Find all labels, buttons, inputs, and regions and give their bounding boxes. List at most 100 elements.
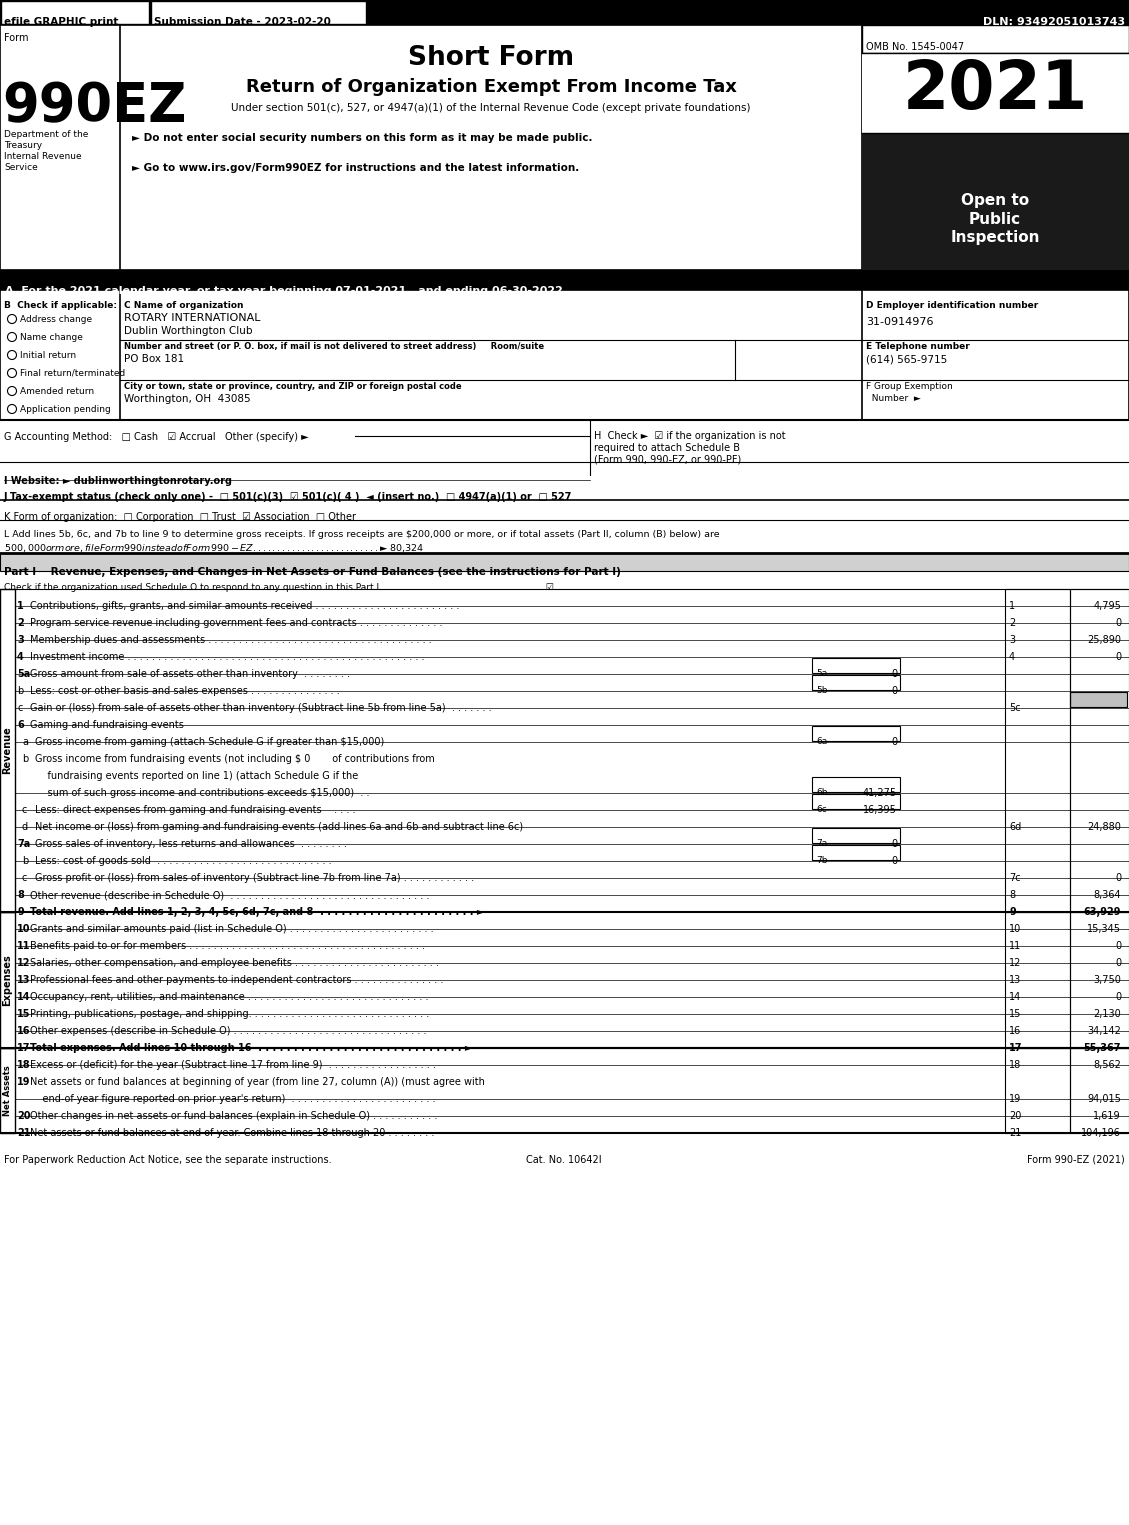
Text: required to attach Schedule B: required to attach Schedule B <box>594 442 739 453</box>
Text: 34,142: 34,142 <box>1087 1026 1121 1035</box>
Bar <box>1005 589 1070 912</box>
Text: Form: Form <box>5 34 28 43</box>
Text: Gaming and fundraising events: Gaming and fundraising events <box>30 720 184 730</box>
Text: 0: 0 <box>1114 958 1121 968</box>
Text: 14: 14 <box>1009 991 1022 1002</box>
Text: D Employer identification number: D Employer identification number <box>866 300 1039 310</box>
Text: 19: 19 <box>1009 1093 1022 1104</box>
Text: end-of-year figure reported on prior year's return)  . . . . . . . . . . . . . .: end-of-year figure reported on prior yea… <box>30 1093 436 1104</box>
Text: 4: 4 <box>17 653 24 662</box>
Text: 8: 8 <box>1009 891 1015 900</box>
Text: 94,015: 94,015 <box>1087 1093 1121 1104</box>
Text: 0: 0 <box>1114 872 1121 883</box>
Text: Net assets or fund balances at end of year. Combine lines 18 through 20 . . . . : Net assets or fund balances at end of ye… <box>30 1128 435 1138</box>
Text: $500,000 or more, file Form 990 instead of Form 990-EZ  . . . . . . . . . . . . : $500,000 or more, file Form 990 instead … <box>5 541 425 554</box>
Bar <box>812 657 900 673</box>
Bar <box>1070 589 1129 912</box>
Text: K Form of organization:  □ Corporation  □ Trust  ☑ Association  □ Other: K Form of organization: □ Corporation □ … <box>5 512 356 522</box>
Bar <box>0 589 15 912</box>
Text: 10: 10 <box>1009 924 1022 933</box>
Bar <box>1070 1048 1129 1133</box>
Text: 4: 4 <box>1009 653 1015 662</box>
Text: 10: 10 <box>17 924 30 933</box>
Text: Check if the organization used Schedule O to respond to any question in this Par: Check if the organization used Schedule … <box>5 583 554 592</box>
Text: Gross amount from sale of assets other than inventory  . . . . . . . .: Gross amount from sale of assets other t… <box>30 669 350 679</box>
Text: 21: 21 <box>1009 1128 1022 1138</box>
Text: 0: 0 <box>1114 653 1121 662</box>
Text: efile GRAPHIC print: efile GRAPHIC print <box>5 17 119 27</box>
Bar <box>0 290 1129 419</box>
Text: Occupancy, rent, utilities, and maintenance . . . . . . . . . . . . . . . . . . : Occupancy, rent, utilities, and maintena… <box>30 991 429 1002</box>
Text: Less: cost of goods sold  . . . . . . . . . . . . . . . . . . . . . . . . . . . : Less: cost of goods sold . . . . . . . .… <box>35 856 332 866</box>
Bar <box>1 2 149 24</box>
Text: 17: 17 <box>1009 1043 1023 1052</box>
Text: 5b: 5b <box>816 686 828 695</box>
Text: 0: 0 <box>1114 618 1121 628</box>
Text: 6d: 6d <box>1009 822 1022 833</box>
Text: 31-0914976: 31-0914976 <box>866 317 934 326</box>
Text: 12: 12 <box>1009 958 1022 968</box>
Text: Salaries, other compensation, and employee benefits . . . . . . . . . . . . . . : Salaries, other compensation, and employ… <box>30 958 439 968</box>
Bar <box>863 133 1129 270</box>
Text: 2021: 2021 <box>902 56 1087 124</box>
Text: 15: 15 <box>1009 1010 1022 1019</box>
Text: 9: 9 <box>1009 907 1016 917</box>
Text: 5c: 5c <box>1009 703 1021 714</box>
Text: F Group Exemption: F Group Exemption <box>866 381 953 390</box>
Text: Department of the
Treasury
Internal Revenue
Service: Department of the Treasury Internal Reve… <box>5 130 88 172</box>
Text: Address change: Address change <box>20 316 93 323</box>
Text: City or town, state or province, country, and ZIP or foreign postal code: City or town, state or province, country… <box>124 381 462 390</box>
Text: Net Assets: Net Assets <box>3 1064 12 1116</box>
Text: Submission Date - 2023-02-20: Submission Date - 2023-02-20 <box>154 17 331 27</box>
Text: H  Check ►  ☑ if the organization is not: H Check ► ☑ if the organization is not <box>594 432 786 441</box>
Text: Number and street (or P. O. box, if mail is not delivered to street address)    : Number and street (or P. O. box, if mail… <box>124 342 544 351</box>
Text: A  For the 2021 calendar year, or tax year beginning 07-01-2021 , and ending 06-: A For the 2021 calendar year, or tax yea… <box>5 287 563 296</box>
Text: 1: 1 <box>1009 601 1015 612</box>
Text: Other expenses (describe in Schedule O) . . . . . . . . . . . . . . . . . . . . : Other expenses (describe in Schedule O) … <box>30 1026 427 1035</box>
Text: 0: 0 <box>891 686 898 695</box>
Text: 55,367: 55,367 <box>1084 1043 1121 1052</box>
Text: 5a: 5a <box>17 669 30 679</box>
Text: 20: 20 <box>1009 1112 1022 1121</box>
Text: Open to
Public
Inspection: Open to Public Inspection <box>951 192 1040 246</box>
Text: 15: 15 <box>17 1010 30 1019</box>
Text: DLN: 93492051013743: DLN: 93492051013743 <box>983 17 1124 27</box>
Text: Net income or (loss) from gaming and fundraising events (add lines 6a and 6b and: Net income or (loss) from gaming and fun… <box>35 822 523 833</box>
Text: 8,364: 8,364 <box>1093 891 1121 900</box>
Bar <box>0 554 1129 570</box>
Text: 6b: 6b <box>816 788 828 798</box>
Text: OMB No. 1545-0047: OMB No. 1545-0047 <box>866 43 964 52</box>
Bar <box>812 726 900 741</box>
Bar <box>0 270 1129 290</box>
Text: PO Box 181: PO Box 181 <box>124 354 184 364</box>
Text: Name change: Name change <box>20 332 82 342</box>
Text: Return of Organization Exempt From Income Tax: Return of Organization Exempt From Incom… <box>246 78 736 96</box>
Bar <box>812 828 900 843</box>
Text: Final return/terminated: Final return/terminated <box>20 369 125 378</box>
Text: J Tax-exempt status (check only one) -  □ 501(c)(3)  ☑ 501(c)( 4 )  ◄ (insert no: J Tax-exempt status (check only one) - □… <box>5 493 572 502</box>
Bar <box>0 1048 15 1133</box>
Text: c: c <box>17 703 23 714</box>
Bar <box>812 778 900 791</box>
Text: 8: 8 <box>17 891 24 900</box>
Text: 8,562: 8,562 <box>1093 1060 1121 1071</box>
Text: 0: 0 <box>891 737 898 747</box>
Text: Gross profit or (loss) from sales of inventory (Subtract line 7b from line 7a) .: Gross profit or (loss) from sales of inv… <box>35 872 474 883</box>
Text: 16,395: 16,395 <box>864 805 898 814</box>
Text: fundraising events reported on line 1) (attach Schedule G if the: fundraising events reported on line 1) (… <box>35 772 358 781</box>
Text: Program service revenue including government fees and contracts . . . . . . . . : Program service revenue including govern… <box>30 618 443 628</box>
Text: C Name of organization: C Name of organization <box>124 300 244 310</box>
Bar <box>1005 1048 1070 1133</box>
Text: b: b <box>17 686 24 695</box>
Text: Under section 501(c), 527, or 4947(a)(1) of the Internal Revenue Code (except pr: Under section 501(c), 527, or 4947(a)(1)… <box>231 104 751 113</box>
Text: b: b <box>21 753 28 764</box>
Text: L Add lines 5b, 6c, and 7b to line 9 to determine gross receipts. If gross recei: L Add lines 5b, 6c, and 7b to line 9 to … <box>5 531 719 538</box>
Text: 2,130: 2,130 <box>1093 1010 1121 1019</box>
Text: Benefits paid to or for members . . . . . . . . . . . . . . . . . . . . . . . . : Benefits paid to or for members . . . . … <box>30 941 425 952</box>
Text: 16: 16 <box>1009 1026 1022 1035</box>
Bar <box>0 0 1129 24</box>
Text: 6: 6 <box>17 720 24 730</box>
Text: Form 990-EZ (2021): Form 990-EZ (2021) <box>1027 1154 1124 1165</box>
Text: Part I    Revenue, Expenses, and Changes in Net Assets or Fund Balances (see the: Part I Revenue, Expenses, and Changes in… <box>5 567 621 576</box>
Text: a: a <box>21 737 28 747</box>
